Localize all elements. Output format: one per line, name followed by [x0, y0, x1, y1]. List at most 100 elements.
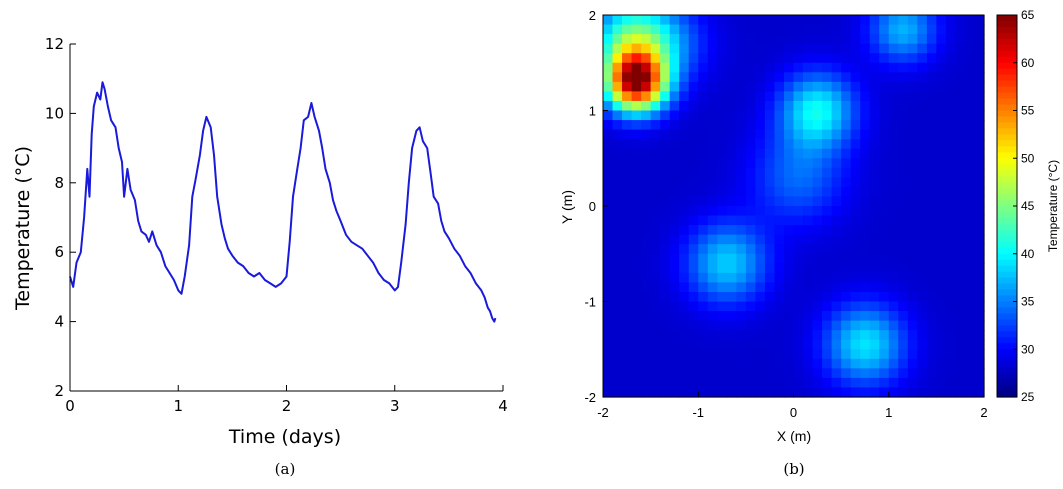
heatmap-cell: [888, 272, 899, 283]
heatmap-cell: [745, 148, 757, 159]
heatmap-cell: [688, 24, 699, 35]
heatmap-cell: [955, 387, 966, 398]
colorbar-segment: [997, 56, 1017, 64]
heatmap-cell: [764, 177, 776, 188]
heatmap-cell: [736, 196, 747, 207]
heatmap-cell: [755, 377, 766, 389]
heatmap-cell: [726, 339, 737, 350]
heatmap-cell: [831, 349, 842, 360]
heatmap-cell: [917, 330, 928, 341]
heatmap-cell: [964, 291, 976, 303]
heatmap-cell: [764, 358, 776, 369]
heatmap-cell: [831, 72, 842, 83]
heatmap-cell: [955, 349, 966, 360]
heatmap-cell: [669, 15, 680, 26]
heatmap-cell: [707, 368, 718, 379]
heatmap-cell: [850, 196, 861, 207]
heatmap-cell: [707, 301, 718, 312]
heatmap-cell: [660, 244, 671, 255]
heatmap-cell: [612, 158, 623, 169]
heatmap-cell: [764, 282, 776, 293]
heatmap-cell: [879, 301, 890, 312]
heatmap-cell: [888, 282, 899, 293]
colorbar-segment: [997, 158, 1017, 165]
heatmap-cell: [936, 81, 947, 92]
heatmap-cell: [726, 81, 737, 92]
heatmap-cell: [745, 368, 757, 379]
heatmap-cell: [926, 43, 937, 54]
heatmap-cell: [707, 253, 718, 264]
heatmap-cell: [650, 139, 661, 150]
heatmap-cell: [888, 339, 899, 350]
heatmap-cell: [812, 320, 823, 331]
heatmap-cell: [783, 91, 795, 102]
heatmap-cell: [726, 234, 737, 245]
heatmap-cell: [622, 387, 633, 398]
heatmap-cell: [974, 72, 985, 83]
heatmap-cell: [926, 301, 937, 312]
heatmap-cell: [660, 129, 671, 140]
heatmap-cell: [812, 225, 823, 236]
heatmap-cell: [641, 129, 652, 140]
heatmap-cell: [955, 244, 966, 255]
heatmap-cell: [822, 368, 833, 379]
heatmap-cell: [764, 263, 776, 274]
heatmap-cell: [764, 72, 776, 83]
heatmap-cell: [850, 158, 861, 169]
heatmap-cell: [860, 377, 871, 389]
heatmap-cell: [736, 15, 747, 26]
heatmap-cell: [860, 120, 871, 131]
heatmap-cell: [841, 244, 852, 255]
heatmap-cell: [917, 253, 928, 264]
heatmap-cell: [603, 81, 614, 92]
heatmap-cell: [841, 129, 852, 140]
heatmap-cell: [631, 301, 642, 312]
heatmap-cell: [898, 15, 909, 26]
heatmap-cell: [726, 320, 737, 331]
heatmap-cell: [622, 177, 633, 188]
heatmap-cell: [888, 215, 899, 226]
heatmap-cell: [755, 330, 766, 341]
heatmap-cell: [755, 62, 766, 73]
heatmap-cell: [755, 301, 766, 312]
heatmap-cell: [660, 387, 671, 398]
heatmap-cell: [603, 253, 614, 264]
heatmap-cell: [926, 186, 937, 198]
heatmap-cell: [945, 177, 957, 188]
heatmap-cell: [793, 139, 804, 150]
heatmap-cell: [869, 234, 880, 245]
heatmap-cell: [841, 196, 852, 207]
heatmap-cell: [869, 244, 880, 255]
heatmap-cell: [793, 387, 804, 398]
colorbar-segment: [997, 217, 1017, 225]
heatmap-cell: [755, 177, 766, 188]
heatmap-cell: [660, 139, 671, 150]
heatmap-cell: [955, 301, 966, 312]
heatmap-cell: [688, 100, 699, 112]
heatmap-cell: [955, 263, 966, 274]
heatmap-cell: [831, 358, 842, 369]
heatmap-cell: [631, 225, 642, 236]
heatmap-cell: [907, 234, 918, 245]
heatmap-cell: [764, 167, 776, 178]
colorbar-tick-label: 30: [1021, 342, 1035, 356]
heatmap-cell: [745, 91, 757, 102]
heatmap-cell: [603, 196, 614, 207]
heatmap-cell: [679, 206, 690, 217]
heatmap-cell: [917, 244, 928, 255]
heatmap-cell: [698, 244, 709, 255]
heatmap-cell: [888, 120, 899, 131]
heatmap-cell: [688, 244, 699, 255]
colorbar-segment: [997, 343, 1017, 350]
heatmap-cell: [841, 177, 852, 188]
heatmap-cell: [679, 91, 690, 102]
heatmap-cell: [688, 263, 699, 274]
heatmap-cell: [803, 53, 814, 64]
heatmap-cell: [803, 253, 814, 264]
heatmap-cell: [783, 139, 795, 150]
heatmap-cell: [822, 234, 833, 245]
heatmap-cell: [907, 24, 918, 35]
heatmap-cell: [822, 43, 833, 54]
heatmap-cell: [907, 272, 918, 283]
heatmap-cell: [660, 196, 671, 207]
